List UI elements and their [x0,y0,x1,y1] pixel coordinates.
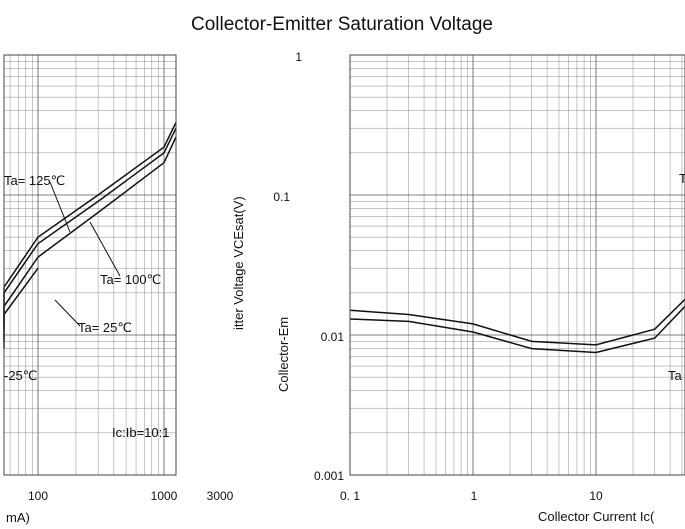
left-x-tick-label: 3000 [207,489,234,503]
right-x-tick-label: 10 [589,489,603,503]
right-y-axis-label: Collector-Em [276,317,291,392]
right-plot-frame [349,54,685,476]
right-x-tick-label: 1 [471,489,478,503]
series-label-minus25c: -25℃ [4,368,37,383]
right-y-tick-label: 0.01 [321,330,345,344]
left-series-line-1 [3,127,177,330]
left-plot-frame [3,54,177,476]
right-y-tick-label: 0.1 [273,190,290,204]
chart-title: Collector-Emitter Saturation Voltage [191,14,493,35]
right-series-label-fragment: T [679,171,685,186]
right-series-line-1 [349,305,685,354]
right-panel-grid [349,54,685,476]
condition-label: Ic:Ib=10:1 [112,425,169,440]
left-panel-grid [4,54,176,476]
right-series-label-fragment: Ta [668,368,683,383]
left-panel-curves [3,122,177,349]
left-label-leader [89,221,121,277]
left-series-line-2 [3,136,177,342]
left-x-axis-label: mA) [6,510,30,525]
series-label-25c: Ta= 25℃ [78,320,132,335]
left-label-leader [54,299,81,327]
series-label-125c: Ta= 125℃ [4,173,65,188]
right-y-tick-label: 1 [295,50,302,64]
left-x-tick-label: 1000 [151,489,178,503]
left-y-axis-label: itter Voltage VCEsat(V) [231,196,246,330]
right-series-line-0 [349,298,685,346]
right-x-axis-label: Collector Current Ic( [538,509,655,524]
left-label-leader [49,181,71,233]
left-x-tick-label: 100 [28,489,48,503]
right-x-tick-label: 0. 1 [340,489,360,503]
right-panel-curves [349,298,685,354]
right-y-tick-label: 0.001 [314,469,344,483]
series-label-100c: Ta= 100℃ [100,272,161,287]
